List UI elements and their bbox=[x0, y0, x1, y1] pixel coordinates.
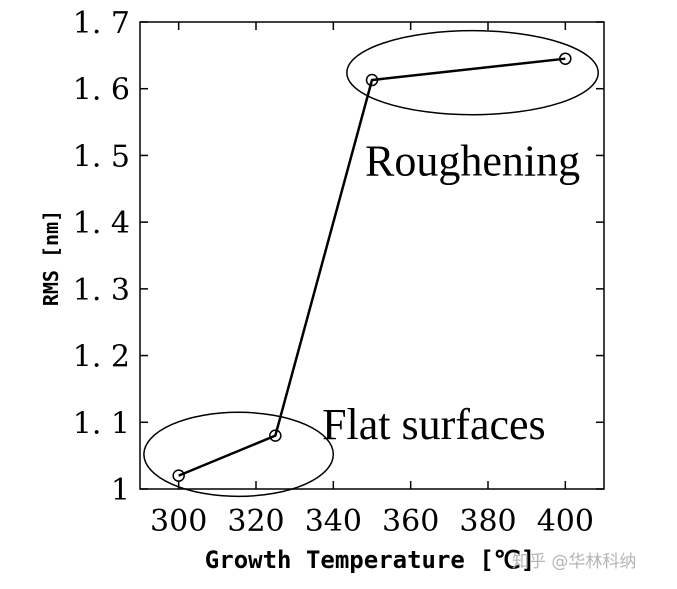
y-tick-label: 1. 2 bbox=[73, 340, 130, 375]
annotation-ellipses bbox=[143, 29, 599, 498]
data-point bbox=[559, 52, 572, 65]
series-line bbox=[178, 57, 566, 477]
axis-ticks: 300 320 340 360 380 400 1 1. 1 1. 2 1. 3 1. 4 1. 5 1… bbox=[73, 6, 604, 539]
series-group bbox=[172, 52, 572, 482]
x-tick-label: 320 bbox=[227, 504, 284, 539]
x-tick-label: 340 bbox=[305, 504, 362, 539]
x-tick-label: 380 bbox=[459, 504, 516, 539]
data-point bbox=[269, 429, 282, 442]
annotation-label: Flat surfaces bbox=[322, 400, 546, 449]
y-axis-label: RMS [nm] bbox=[39, 210, 63, 306]
annotations: Roughening Flat surfaces bbox=[322, 136, 580, 449]
y-tick-label: 1. 1 bbox=[73, 406, 130, 441]
data-point bbox=[365, 73, 379, 87]
x-tick-label: 300 bbox=[150, 504, 207, 539]
y-tick-label: 1. 3 bbox=[73, 273, 130, 308]
x-tick-label: 400 bbox=[537, 504, 594, 539]
y-tick-label: 1 bbox=[111, 473, 130, 508]
roughening-ellipse bbox=[346, 29, 599, 116]
watermark: 知乎 @华林科纳 bbox=[512, 552, 636, 572]
x-tick-label: 360 bbox=[382, 504, 439, 539]
y-tick-label: 1. 6 bbox=[73, 73, 130, 108]
annotation-label: Roughening bbox=[365, 136, 580, 185]
y-tick-label: 1. 4 bbox=[73, 206, 130, 241]
plot-area bbox=[139, 21, 605, 490]
data-point bbox=[172, 469, 185, 482]
flat-ellipse bbox=[143, 411, 335, 498]
y-tick-label: 1. 7 bbox=[73, 6, 130, 41]
y-tick-label: 1. 5 bbox=[73, 139, 130, 174]
x-axis-label: Growth Temperature [℃] bbox=[205, 546, 535, 574]
